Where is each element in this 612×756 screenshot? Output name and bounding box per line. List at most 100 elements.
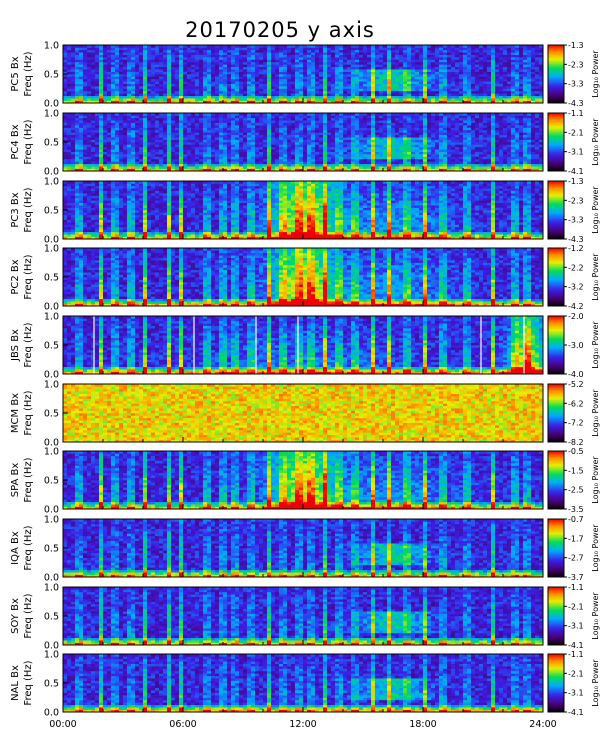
spectrogram-cell xyxy=(267,144,271,147)
spectrogram-cell xyxy=(159,128,163,131)
spectrogram-cell xyxy=(115,123,119,126)
spectrogram-cell xyxy=(127,166,131,169)
spectrogram-cell xyxy=(403,81,407,84)
spectrogram-cell xyxy=(279,132,283,135)
spectrogram-cell xyxy=(419,89,423,92)
spectrogram-cell xyxy=(107,147,111,150)
spectrogram-cell xyxy=(323,81,327,84)
spectrogram-cell xyxy=(87,81,91,84)
spectrogram-cell xyxy=(335,115,339,118)
spectrogram-cell xyxy=(255,118,259,121)
spectrogram-cell xyxy=(339,86,343,89)
spectrogram-cell xyxy=(511,81,515,84)
spectrogram-cell xyxy=(195,137,199,140)
spectrogram-cell xyxy=(247,157,251,160)
spectrogram-cell xyxy=(463,76,467,79)
spectrogram-cell xyxy=(419,67,423,70)
spectrogram-cell xyxy=(83,137,87,140)
spectrogram-cell xyxy=(219,132,223,135)
spectrogram-cell xyxy=(279,96,283,99)
spectrogram-cell xyxy=(295,55,299,58)
spectrogram-cell xyxy=(331,81,335,84)
spectrogram-cell xyxy=(107,96,111,99)
spectrogram-cell xyxy=(507,81,511,84)
spectrogram-cell xyxy=(527,89,531,92)
spectrogram-cell xyxy=(279,98,283,101)
spectrogram-cell xyxy=(143,152,147,155)
spectrogram-cell xyxy=(143,50,147,53)
spectrogram-cell xyxy=(447,74,451,77)
spectrogram-cell xyxy=(419,79,423,82)
spectrogram-cell xyxy=(399,147,403,150)
spectrogram-cell xyxy=(231,64,235,67)
spectrogram-cell xyxy=(103,64,107,67)
spectrogram-cell xyxy=(491,91,495,94)
spectrogram-cell xyxy=(271,52,275,55)
spectrogram-cell xyxy=(311,52,315,55)
spectrogram-cell xyxy=(307,137,311,140)
spectrogram-cell xyxy=(159,84,163,87)
spectrogram-cell xyxy=(71,118,75,121)
spectrogram-cell xyxy=(123,84,127,87)
spectrogram-cell xyxy=(151,144,155,147)
spectrogram-cell xyxy=(243,76,247,79)
spectrogram-cell xyxy=(71,142,75,145)
spectrogram-cell xyxy=(311,120,315,123)
spectrogram-cell xyxy=(363,132,367,135)
spectrogram-cell xyxy=(331,50,335,53)
spectrogram-cell xyxy=(459,72,463,75)
spectrogram-cell xyxy=(523,57,527,60)
spectrogram-cell xyxy=(147,47,151,50)
spectrogram-cell xyxy=(135,123,139,126)
spectrogram-cell xyxy=(91,93,95,96)
spectrogram-cell xyxy=(79,142,83,145)
spectrogram-cell xyxy=(115,144,119,147)
spectrogram-cell xyxy=(291,120,295,123)
spectrogram-cell xyxy=(315,118,319,121)
spectrogram-cell xyxy=(227,64,231,67)
spectrogram-cell xyxy=(183,60,187,63)
spectrogram-cell xyxy=(279,125,283,128)
spectrogram-cell xyxy=(291,137,295,140)
spectrogram-cell xyxy=(351,166,355,169)
spectrogram-cell xyxy=(451,81,455,84)
spectrogram-cell xyxy=(451,57,455,60)
spectrogram-cell xyxy=(135,130,139,133)
spectrogram-cell xyxy=(143,159,147,162)
spectrogram-cell xyxy=(255,57,259,60)
spectrogram-cell xyxy=(287,86,291,89)
spectrogram-cell xyxy=(215,157,219,160)
spectrogram-cell xyxy=(231,55,235,58)
spectrogram-cell xyxy=(167,67,171,70)
spectrogram-cell xyxy=(379,79,383,82)
spectrogram-cell xyxy=(339,135,343,138)
spectrogram-cell xyxy=(391,149,395,152)
spectrogram-cell xyxy=(115,120,119,123)
spectrogram-cell xyxy=(159,64,163,67)
spectrogram-cell xyxy=(143,144,147,147)
spectrogram-cell xyxy=(291,64,295,67)
spectrogram-cell xyxy=(363,76,367,79)
spectrogram-cell xyxy=(291,81,295,84)
spectrogram-cell xyxy=(355,154,359,157)
spectrogram-cell xyxy=(243,149,247,152)
spectrogram-cell xyxy=(327,157,331,160)
spectrogram-cell xyxy=(523,81,527,84)
spectrogram-cell xyxy=(139,159,143,162)
spectrogram-cell xyxy=(323,89,327,92)
spectrogram-cell xyxy=(75,60,79,63)
spectrogram-cell xyxy=(199,79,203,82)
spectrogram-cell xyxy=(179,128,183,131)
spectrogram-cell xyxy=(95,115,99,118)
spectrogram-cell xyxy=(179,142,183,145)
spectrogram-cell xyxy=(299,125,303,128)
spectrogram-cell xyxy=(431,67,435,70)
spectrogram-cell xyxy=(359,64,363,67)
spectrogram-cell xyxy=(459,91,463,94)
spectrogram-cell xyxy=(287,115,291,118)
spectrogram-cell xyxy=(115,81,119,84)
spectrogram-cell xyxy=(195,62,199,65)
spectrogram-cell xyxy=(351,72,355,75)
spectrogram-cell xyxy=(371,132,375,135)
spectrogram-cell xyxy=(155,69,159,72)
